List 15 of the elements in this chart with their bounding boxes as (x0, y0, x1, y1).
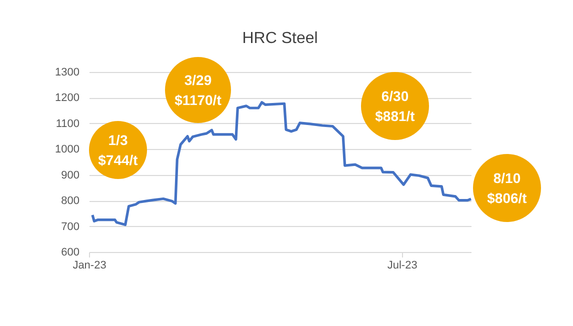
annotation: 1/3 $744/t (98, 131, 138, 170)
annotation: 3/29 $1170/t (174, 71, 222, 110)
y-tick-label: 1200 (55, 92, 80, 104)
y-tick-label: 900 (61, 169, 80, 182)
y-tick-label: 600 (61, 246, 80, 258)
y-tick-label: 1100 (56, 118, 80, 130)
y-tick-label: 800 (61, 195, 80, 208)
y-tick-label: 700 (61, 220, 80, 233)
x-tick-label: Jul-23 (387, 260, 418, 272)
y-tick-label: 1300 (55, 66, 80, 78)
chart-title: HRC Steel (242, 30, 318, 47)
y-tick-label: 1000 (55, 144, 80, 156)
text: 8/10 $806/t (487, 169, 527, 208)
annotation: 6/30 $881/t (375, 87, 415, 126)
x-tick-label: Jan-23 (72, 260, 106, 272)
